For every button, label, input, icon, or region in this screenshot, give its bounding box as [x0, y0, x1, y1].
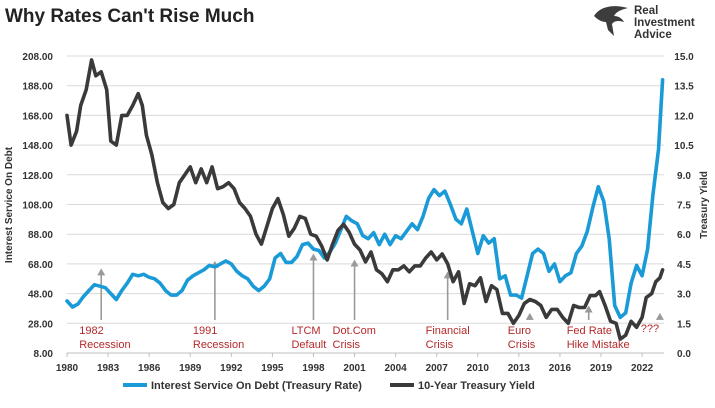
right-tick-label: 12.0	[674, 111, 694, 122]
left-tick-label: 168.00	[22, 111, 53, 122]
chart-title: Why Rates Can't Rise Much	[5, 6, 255, 27]
x-tick-label: 1989	[179, 363, 202, 374]
legend-label: Interest Service On Debt (Treasury Rate)	[151, 380, 362, 392]
annotation-label: Crisis	[508, 339, 536, 351]
left-tick-label: 88.00	[28, 230, 53, 241]
arrow-head	[584, 305, 593, 313]
annotation-label: LTCM	[291, 325, 320, 337]
annotation-label: ???	[641, 323, 659, 335]
x-tick-label: 2007	[426, 363, 449, 374]
x-tick-label: 2010	[467, 363, 490, 374]
right-axis-label: Treasury Yield	[699, 171, 710, 239]
arrow-head	[350, 259, 359, 267]
arrow-head	[525, 312, 534, 320]
right-tick-label: 4.5	[677, 260, 691, 271]
annotation-label: Hike Mistake	[567, 339, 630, 351]
annotation-label: 1991	[193, 325, 217, 337]
arrow-head	[97, 268, 106, 276]
annotation-label: Fed Rate	[567, 325, 612, 337]
x-tick-label: 1998	[302, 363, 325, 374]
x-tick-label: 1983	[97, 363, 120, 374]
logo-line: Advice	[634, 29, 672, 41]
x-tick-label: 1995	[261, 363, 284, 374]
left-axis-ticks: 8.00 28.00 48.00 68.00 88.00 108.00 128.00 148.…	[22, 52, 53, 360]
left-axis-label: Interest Service On Debt	[4, 146, 15, 263]
logo: Real Investment Advice	[592, 2, 710, 42]
x-tick-label: 2019	[590, 363, 613, 374]
x-tick-label: 1980	[56, 363, 79, 374]
legend: Interest Service On Debt (Treasury Rate)…	[123, 380, 535, 392]
right-tick-label: 15.0	[674, 52, 694, 63]
series-lines	[65, 58, 665, 341]
left-tick-label: 8.00	[34, 349, 54, 360]
annotation-label: Crisis	[426, 339, 454, 351]
x-tick-label: 1986	[138, 363, 161, 374]
left-tick-label: 128.00	[22, 171, 53, 182]
interest-service-line	[65, 78, 665, 320]
eagle-icon	[594, 6, 628, 37]
x-axis-ticks: 1980 1983 1986 1989 1992 1995 1998 2001 2004 2007…	[56, 353, 654, 374]
legend-label: 10-Year Treasury Yield	[418, 380, 535, 392]
x-tick-label: 2004	[384, 363, 407, 374]
x-tick-label: 2016	[549, 363, 572, 374]
right-axis-ticks: 0.0 1.5 3.0 4.5 6.0 7.5 9.0 10.5 12.0 13.5 15.0	[674, 52, 694, 360]
annotation-label: Recession	[193, 339, 244, 351]
annotation-label: Default	[291, 339, 326, 351]
logo-line: Investment	[634, 17, 695, 29]
annotation-label: Recession	[79, 339, 130, 351]
right-tick-label: 9.0	[677, 171, 691, 182]
right-tick-label: 1.5	[677, 319, 691, 330]
left-tick-label: 148.00	[22, 141, 53, 152]
x-tick-label: 2022	[631, 363, 654, 374]
left-tick-label: 208.00	[22, 52, 53, 63]
right-tick-label: 13.5	[674, 82, 694, 93]
annotation-label: Euro	[508, 325, 531, 337]
right-tick-label: 3.0	[677, 290, 691, 301]
left-tick-label: 188.00	[22, 82, 53, 93]
arrow-head	[655, 312, 664, 320]
annotations: 1982 Recession 1991 Recession LTCM Default Dot…	[79, 323, 659, 351]
left-tick-label: 28.00	[28, 319, 53, 330]
x-tick-label: 2001	[343, 363, 366, 374]
left-tick-label: 48.00	[28, 290, 53, 301]
arrow-head	[443, 271, 452, 279]
logo-line: Real	[634, 5, 659, 17]
treasury-yield-line	[65, 58, 665, 341]
annotation-label: 1982	[79, 325, 103, 337]
right-tick-label: 0.0	[677, 349, 691, 360]
right-tick-label: 10.5	[674, 141, 694, 152]
right-tick-label: 7.5	[677, 201, 691, 212]
annotation-label: Dot.Com	[333, 325, 376, 337]
x-tick-label: 2013	[508, 363, 531, 374]
annotation-label: Crisis	[333, 339, 361, 351]
right-tick-label: 6.0	[677, 230, 691, 241]
x-tick-label: 1992	[220, 363, 243, 374]
left-tick-label: 108.00	[22, 201, 53, 212]
arrow-head	[309, 253, 318, 261]
annotation-label: Financial	[426, 325, 470, 337]
left-tick-label: 68.00	[28, 260, 53, 271]
